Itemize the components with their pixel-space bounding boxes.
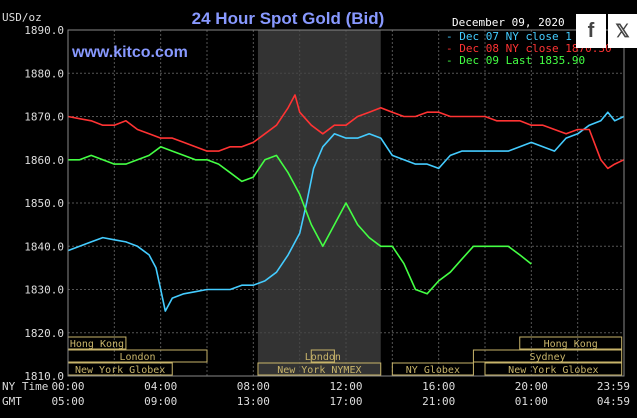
legend-entry-0: - Dec 07 NY close 1 [446,30,572,43]
facebook-icon[interactable]: f [576,14,606,48]
x-tick-label-ny: 20:00 [515,380,548,393]
session-label: New York Globex [75,365,165,376]
plot-frame [67,29,625,377]
chart-title: 24 Hour Spot Gold (Bid) [192,9,385,28]
session-label: NY Globex [406,365,460,376]
x-tick-label-gmt: 17:00 [329,395,362,408]
trading-sessions: Hong Kong London New York Globex New York N… [67,336,623,376]
session-bar [484,362,623,376]
session-bar [391,362,474,376]
y-tick-label: 1810.0 [24,370,64,383]
y-tick-label: 1820.0 [24,327,64,340]
series-line-2 [68,146,532,295]
session-label: Hong Kong [544,339,598,350]
nymex-highlight-band [257,30,381,376]
axes: 1890.0 1880.0 1870.0 1860.0 1850.0 1840.0 1830… [2,24,630,408]
twitter-icon[interactable]: 𝕏 [608,14,637,48]
x-tick-label-ny: 00:00 [51,380,84,393]
session-label: New York NYMEX [277,365,361,376]
x-tick-label-ny: 08:00 [237,380,270,393]
y-tick-label: 1860.0 [24,154,64,167]
x-tick-label-gmt: 13:00 [237,395,270,408]
session-bar [257,362,382,376]
units-label: USD/oz [2,11,42,24]
session-label: Sydney [529,352,565,363]
session-label: New York Globex [508,365,598,376]
x-row-label-gmt: GMT [2,395,22,408]
x-tick-label-gmt: 04:59 [597,395,630,408]
session-label: London [119,352,155,363]
legend-entry-1: - Dec 08 NY close 1870.30 [446,42,612,55]
series-line-1 [67,94,625,170]
date-label: December 09, 2020 [452,16,565,29]
x-tick-label-gmt: 01:00 [515,395,548,408]
x-tick-label-gmt: 09:00 [144,395,177,408]
y-tick-label: 1870.0 [24,111,64,124]
x-tick-label-ny: 04:00 [144,380,177,393]
y-tick-label: 1850.0 [24,197,64,210]
highlight-band [257,30,381,376]
session-bar [310,349,335,363]
legend-entry-2: - Dec 09 Last 1835.90 [446,54,585,67]
x-row-label-ny: NY Time [2,380,48,393]
session-label: Hong Kong [70,339,124,350]
session-bar [519,336,623,350]
y-tick-label: 1830.0 [24,284,64,297]
watermark-text: www.kitco.com [71,44,188,61]
x-tick-label-ny: 16:00 [422,380,455,393]
series-layer [67,94,625,312]
y-tick-label: 1890.0 [24,24,64,37]
y-tick-label: 1840.0 [24,240,64,253]
x-tick-label-gmt: 21:00 [422,395,455,408]
session-label: London [305,352,341,363]
x-tick-label-gmt: 05:00 [51,395,84,408]
y-tick-label: 1880.0 [24,67,64,80]
x-tick-label-ny: 23:59 [597,380,630,393]
session-bar [472,349,623,363]
x-tick-label-ny: 12:00 [329,380,362,393]
legend: - Dec 07 NY close 1- Dec 08 NY close 187… [446,30,612,67]
series-line-0 [67,111,625,312]
